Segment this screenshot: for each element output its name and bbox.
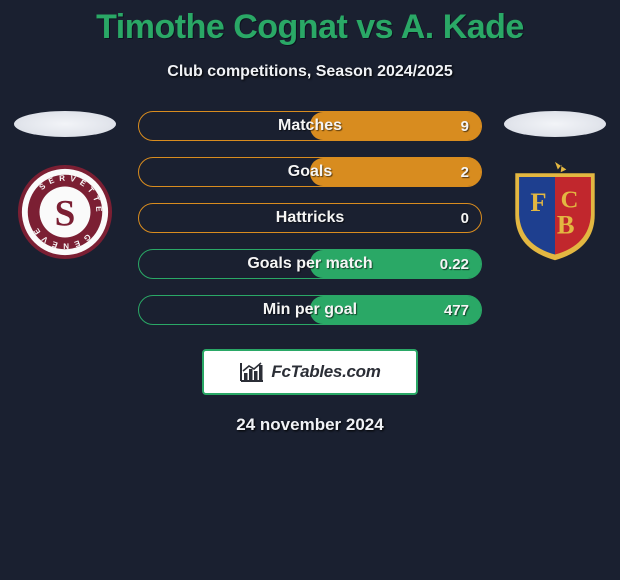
right-player-placeholder	[504, 111, 606, 137]
stat-fill	[310, 158, 481, 186]
stat-label: Goals	[288, 163, 332, 181]
stat-value-right: 9	[461, 118, 469, 135]
stat-label: Goals per match	[247, 255, 372, 273]
stat-row: Goals 2	[138, 157, 482, 187]
stat-row: Matches 9	[138, 111, 482, 141]
left-player-placeholder	[14, 111, 116, 137]
stat-row: Min per goal 477	[138, 295, 482, 325]
svg-text:S: S	[55, 194, 76, 235]
stat-row: Goals per match 0.22	[138, 249, 482, 279]
svg-text:F: F	[530, 187, 546, 217]
date-label: 24 november 2024	[0, 415, 620, 435]
stat-label: Min per goal	[263, 301, 357, 319]
right-club-crest: F B C	[506, 163, 604, 261]
stat-label: Matches	[278, 117, 342, 135]
subtitle: Club competitions, Season 2024/2025	[0, 63, 620, 81]
brand-badge: FcTables.com	[202, 349, 418, 395]
brand-text: FcTables.com	[271, 362, 380, 382]
stat-row: Hattricks 0	[138, 203, 482, 233]
comparison-row: S S E R V E T T E G E N E V E Matches 9 Go…	[0, 111, 620, 325]
stat-value-right: 2	[461, 164, 469, 181]
stat-value-right: 0.22	[440, 256, 469, 273]
left-player-column: S S E R V E T T E G E N E V E	[10, 111, 120, 261]
page-title: Timothe Cognat vs A. Kade	[0, 0, 620, 47]
stat-label: Hattricks	[276, 209, 344, 227]
svg-text:C: C	[561, 186, 579, 213]
stat-value-right: 477	[444, 302, 469, 319]
basel-crest-icon: F B C	[507, 160, 603, 264]
left-club-crest: S S E R V E T T E G E N E V E	[16, 163, 114, 261]
chart-icon	[239, 361, 265, 383]
stats-list: Matches 9 Goals 2 Hattricks 0 Goals per match 0…	[138, 111, 482, 325]
servette-crest-icon: S S E R V E T T E G E N E V E	[16, 163, 114, 261]
right-player-column: F B C	[500, 111, 610, 261]
svg-text:B: B	[557, 210, 575, 240]
stat-value-right: 0	[461, 210, 469, 227]
